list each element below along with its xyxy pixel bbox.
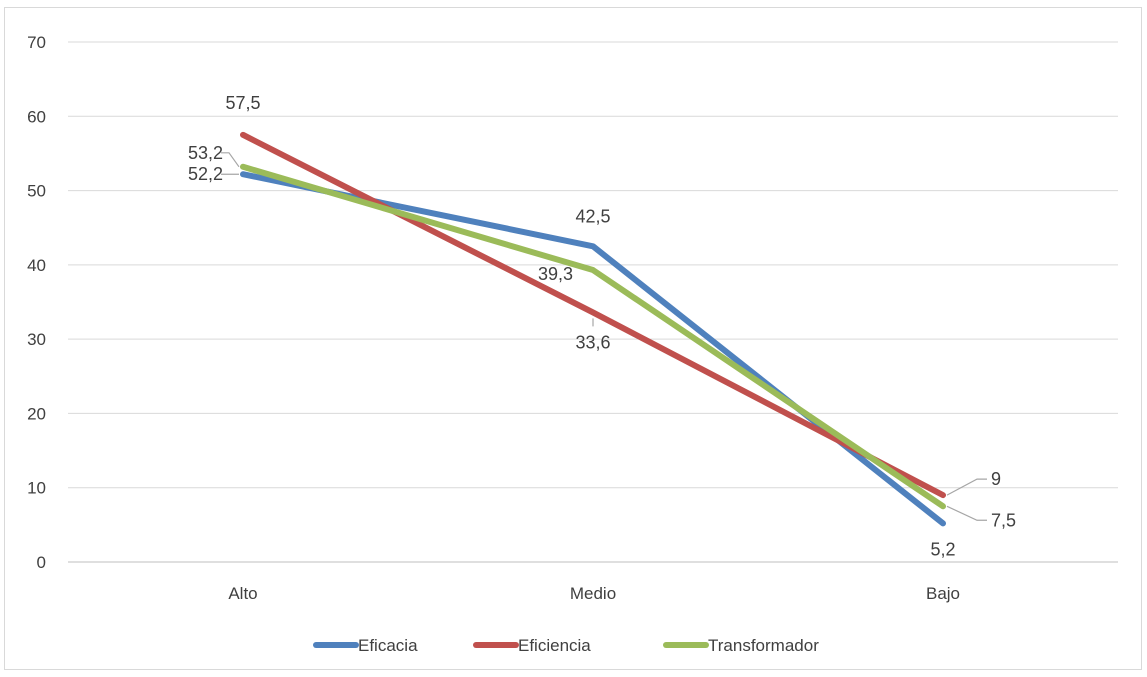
y-tick-label: 30 (27, 330, 46, 349)
series-line-transformador (240, 163, 946, 510)
data-label: 42,5 (575, 206, 610, 226)
legend: Eficacia Eficiencia Transformador (313, 636, 819, 655)
label-leader-line (221, 152, 240, 168)
y-axis-ticks: 0 10 20 30 40 50 60 70 (27, 33, 46, 572)
y-tick-label: 70 (27, 33, 46, 52)
chart-frame (4, 7, 1142, 670)
x-tick-label: Bajo (926, 584, 960, 603)
legend-label: Transformador (708, 636, 819, 655)
data-label: 53,2 (188, 143, 223, 163)
x-tick-label: Alto (228, 584, 257, 603)
label-leader-line (946, 478, 987, 496)
y-tick-label: 0 (37, 553, 46, 572)
y-tick-label: 20 (27, 404, 46, 423)
data-label: 9 (991, 469, 1001, 489)
x-tick-label: Medio (570, 584, 616, 603)
data-label: 57,5 (225, 93, 260, 113)
label-leader-line (946, 505, 987, 521)
data-label: 33,6 (575, 332, 610, 352)
data-label: 39,3 (538, 264, 573, 284)
label-leader-lines (221, 152, 987, 521)
data-label: 5,2 (930, 539, 955, 559)
y-tick-label: 50 (27, 182, 46, 201)
x-axis-ticks: Alto Medio Bajo (228, 584, 960, 603)
y-tick-label: 10 (27, 479, 46, 498)
data-labels: 52,2 42,5 5,2 57,5 33,6 9 53,2 39,3 7,5 (188, 93, 1016, 560)
legend-label: Eficacia (358, 636, 418, 655)
gridlines (68, 41, 1118, 563)
y-tick-label: 60 (27, 107, 46, 126)
legend-label: Eficiencia (518, 636, 591, 655)
data-label: 52,2 (188, 164, 223, 184)
data-label: 7,5 (991, 510, 1016, 530)
series-line-eficiencia (240, 131, 946, 499)
series-lines (240, 131, 946, 527)
y-tick-label: 40 (27, 256, 46, 275)
